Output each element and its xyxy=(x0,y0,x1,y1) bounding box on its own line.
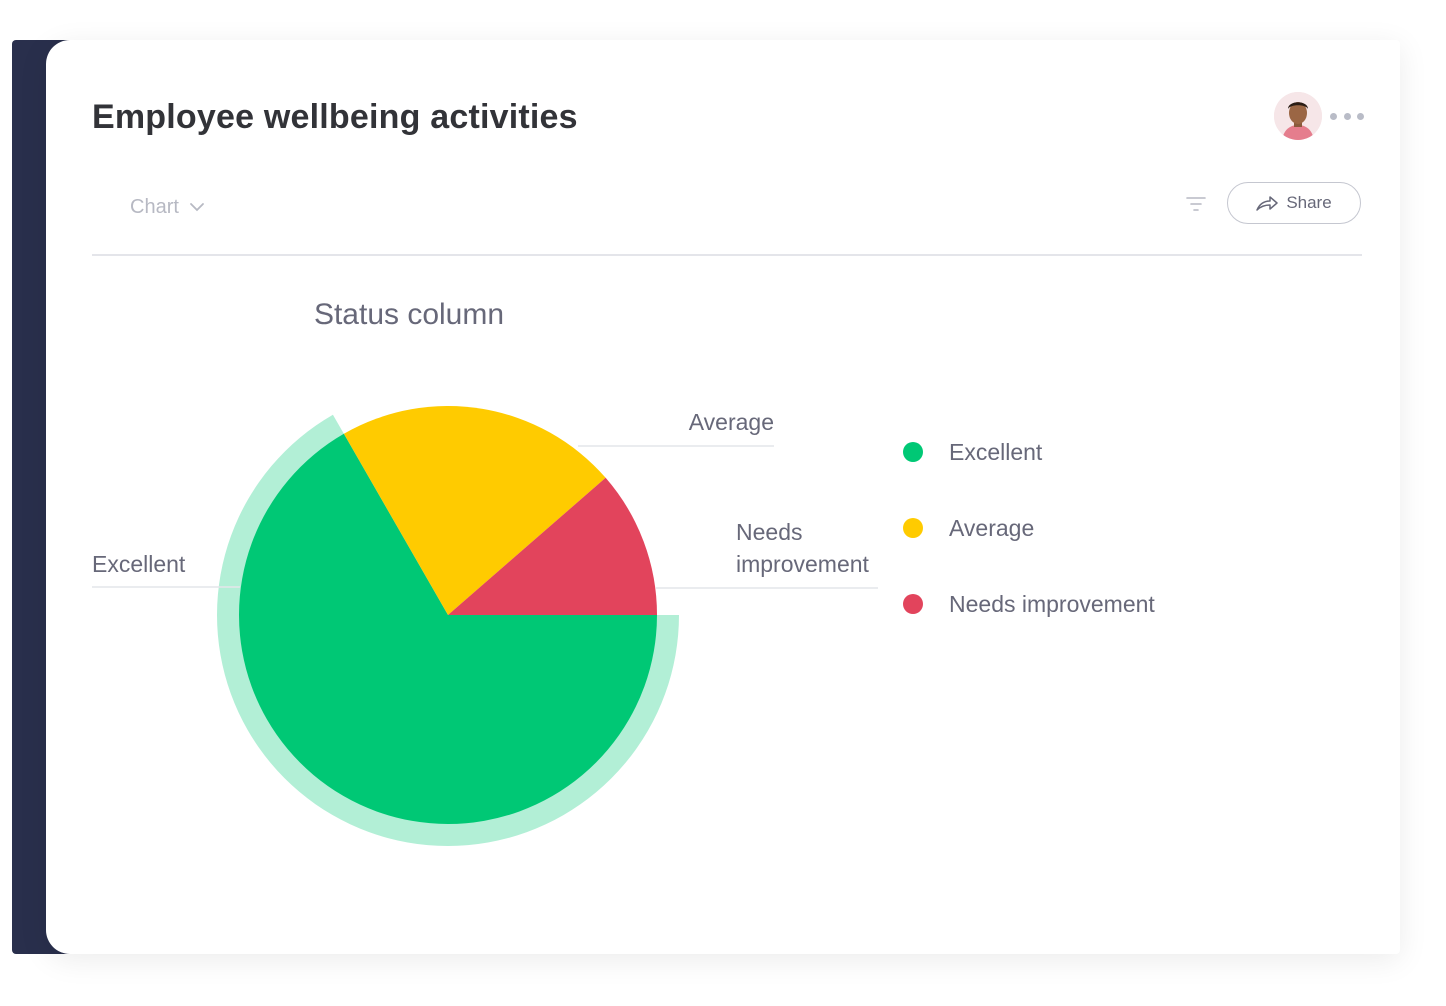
chevron-down-icon xyxy=(190,203,204,212)
slice-label: Excellent xyxy=(92,551,186,577)
chart-legend: Excellent Average Needs improvement xyxy=(900,438,1155,666)
legend-label: Excellent xyxy=(949,438,1043,465)
avatar-portrait-icon xyxy=(1274,92,1322,140)
view-type-dropdown[interactable]: Chart xyxy=(130,192,205,222)
user-avatar[interactable] xyxy=(1274,92,1322,140)
share-arrow-icon xyxy=(1256,196,1279,211)
filter-icon[interactable] xyxy=(1184,194,1208,214)
more-options-button[interactable] xyxy=(1330,106,1364,126)
legend-label: Average xyxy=(949,514,1035,541)
share-button[interactable]: Share xyxy=(1227,182,1361,224)
more-dot-icon xyxy=(1357,112,1364,120)
legend-item-needs-improvement[interactable]: Needs improvement xyxy=(900,590,1155,618)
more-dot-icon xyxy=(1343,112,1351,120)
slice-label: Average xyxy=(689,409,774,435)
legend-dot-icon xyxy=(903,594,923,614)
more-dot-icon xyxy=(1330,112,1337,120)
pie-callouts: Excellent Average Needs improvement xyxy=(92,409,878,589)
pie-slice-excellent[interactable] xyxy=(238,433,657,824)
toolbar-divider xyxy=(92,254,1362,256)
legend-label: Needs improvement xyxy=(949,590,1155,617)
slice-label: Needs improvement xyxy=(736,519,870,577)
view-type-label: Chart xyxy=(130,195,179,218)
legend-dot-icon xyxy=(903,442,923,462)
share-button-label: Share xyxy=(1286,193,1332,212)
page-title: Employee wellbeing activities xyxy=(92,98,578,136)
legend-dot-icon xyxy=(903,518,923,538)
legend-item-average[interactable]: Average xyxy=(900,514,1155,542)
pie-slice-needs-improvement[interactable] xyxy=(448,477,657,615)
pie-slices xyxy=(217,405,679,846)
legend-item-excellent[interactable]: Excellent xyxy=(900,438,1155,466)
chart-title: Status column xyxy=(314,298,504,331)
pie-slice-average[interactable] xyxy=(343,405,606,615)
